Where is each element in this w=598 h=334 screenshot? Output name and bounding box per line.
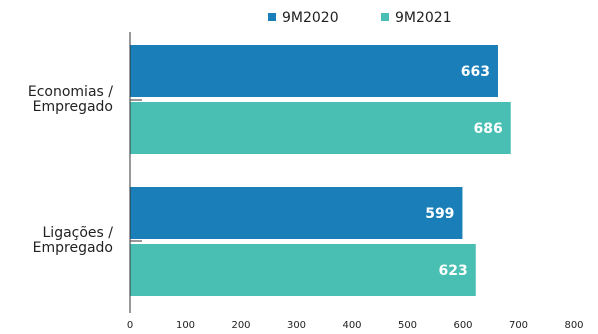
legend-swatch-9M2021 [381, 13, 389, 21]
x-tick-label-0: 0 [127, 320, 133, 331]
data-label-9M2021-0: 686 [473, 121, 502, 137]
legend-swatch-9M2020 [268, 13, 276, 21]
x-tick-label-6: 600 [453, 320, 472, 331]
legend-label-9M2020: 9M2020 [282, 10, 339, 26]
bar-9M2021-1 [130, 244, 476, 296]
bar-9M2020-1 [130, 187, 463, 239]
legend-label-9M2021: 9M2021 [395, 10, 452, 26]
x-tick-label-2: 200 [231, 320, 250, 331]
data-label-9M2020-1: 599 [425, 206, 454, 222]
x-tick-label-8: 800 [564, 320, 583, 331]
chart-axes [129, 32, 142, 313]
data-label-9M2020-0: 663 [461, 64, 490, 80]
category-label-0-1: Empregado [33, 99, 113, 115]
category-label-1-0: Ligações / [43, 225, 114, 241]
category-label-1-1: Empregado [33, 240, 113, 256]
x-tick-label-1: 100 [176, 320, 195, 331]
bar-9M2020-0 [130, 45, 498, 97]
x-tick-label-5: 500 [398, 320, 417, 331]
category-label-0-0: Economias / [28, 84, 113, 100]
x-tick-label-3: 300 [287, 320, 306, 331]
x-tick-label-7: 700 [509, 320, 528, 331]
x-tick-label-4: 400 [342, 320, 361, 331]
bar-9M2021-0 [130, 102, 511, 154]
bar-group: 663 686 599 623 [130, 45, 511, 296]
data-label-9M2021-1: 623 [439, 263, 468, 279]
x-tick-labels: 0 100 200 300 400 500 600 700 800 [127, 320, 584, 331]
chart-legend: 9M2020 9M2021 [268, 10, 452, 26]
